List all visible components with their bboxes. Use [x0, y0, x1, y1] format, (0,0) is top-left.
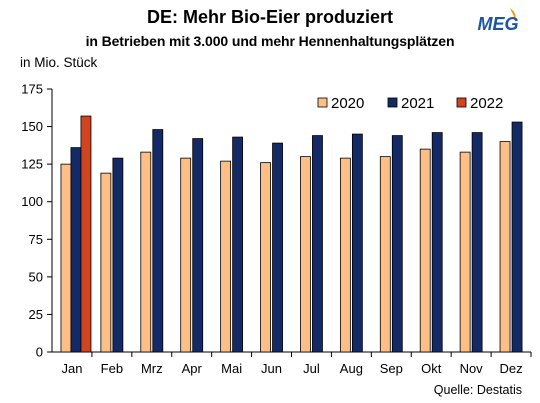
legend-item-2022: 2022	[456, 95, 503, 112]
legend-item-2021: 2021	[387, 95, 434, 112]
bar-2020-nov	[459, 151, 471, 353]
bar-2020-jul	[300, 156, 311, 353]
y-tick-label: 50	[29, 269, 43, 284]
x-tick-label: Mrz	[141, 361, 163, 376]
bar-2021-jun	[272, 142, 283, 353]
x-tick-label: Nov	[460, 361, 484, 376]
x-tick-label: Aug	[340, 361, 363, 376]
y-tick-label: 0	[36, 345, 43, 360]
y-tick-label: 25	[29, 307, 43, 322]
plot-area: 0 25 50 75 100 125 150 175 Jan Feb Mrz Apr Mai Jun Jul…	[21, 82, 532, 376]
x-tick-label: Jul	[303, 361, 320, 376]
bar-2020-okt	[419, 148, 431, 353]
bar-2021-dez	[511, 121, 523, 353]
y-tick-label: 75	[29, 232, 43, 247]
bar-2020-mrz	[140, 151, 152, 353]
bar-2020-jun	[260, 162, 271, 353]
chart-title: DE: Mehr Bio-Eier produziert	[146, 7, 393, 27]
bar-2021-mrz	[152, 129, 164, 353]
y-tick-label: 150	[21, 119, 43, 134]
legend-label: 2021	[401, 95, 434, 112]
y-tick-label: 125	[21, 157, 43, 172]
y-axis-unit-label: in Mio. Stück	[20, 55, 98, 70]
x-tick-label: Sep	[380, 361, 403, 376]
legend-swatch	[317, 97, 328, 108]
bar-2020-jan	[60, 163, 72, 353]
bar-2021-feb	[112, 157, 124, 353]
x-tick-label: Jun	[261, 361, 282, 376]
source-note: Quelle: Destatis	[433, 383, 522, 397]
legend-swatch	[387, 97, 398, 108]
x-tick-label: Okt	[421, 361, 442, 376]
x-tick-label: Dez	[499, 361, 522, 376]
bar-2020-aug	[339, 157, 351, 353]
bar-2021-apr	[192, 138, 204, 353]
bar-2021-aug	[351, 133, 363, 353]
bar-2021-sep	[391, 135, 403, 353]
bar-2021-jul	[312, 135, 323, 353]
bar-2020-apr	[180, 157, 192, 353]
legend: 2020 2021 2022	[317, 95, 503, 112]
x-tick-label: Feb	[101, 361, 123, 376]
x-tick-label: Jan	[61, 361, 82, 376]
legend-label: 2022	[470, 95, 503, 112]
bar-2021-okt	[431, 132, 443, 353]
bar-2021-mai	[232, 136, 244, 353]
legend-item-2020: 2020	[317, 95, 364, 112]
bar-2021-jan	[70, 147, 82, 353]
bar-2020-sep	[379, 156, 391, 353]
y-tick-label: 100	[21, 194, 43, 209]
logo-text: MEG	[477, 14, 518, 34]
x-tick-label: Mai	[221, 361, 242, 376]
legend-swatch	[456, 97, 467, 108]
bar-2022-jan	[80, 115, 92, 353]
bar-2020-feb	[100, 172, 112, 353]
y-tick-label: 175	[21, 82, 43, 97]
legend-label: 2020	[331, 95, 364, 112]
bar-2020-dez	[499, 141, 511, 353]
bar-2021-nov	[471, 132, 483, 353]
chart-subtitle: in Betrieben mit 3.000 und mehr Hennenha…	[85, 33, 455, 49]
x-tick-label: Apr	[182, 361, 203, 376]
bar-2020-mai	[220, 160, 232, 353]
meg-logo: MEG	[477, 8, 519, 34]
logo-flame-icon	[510, 8, 516, 21]
